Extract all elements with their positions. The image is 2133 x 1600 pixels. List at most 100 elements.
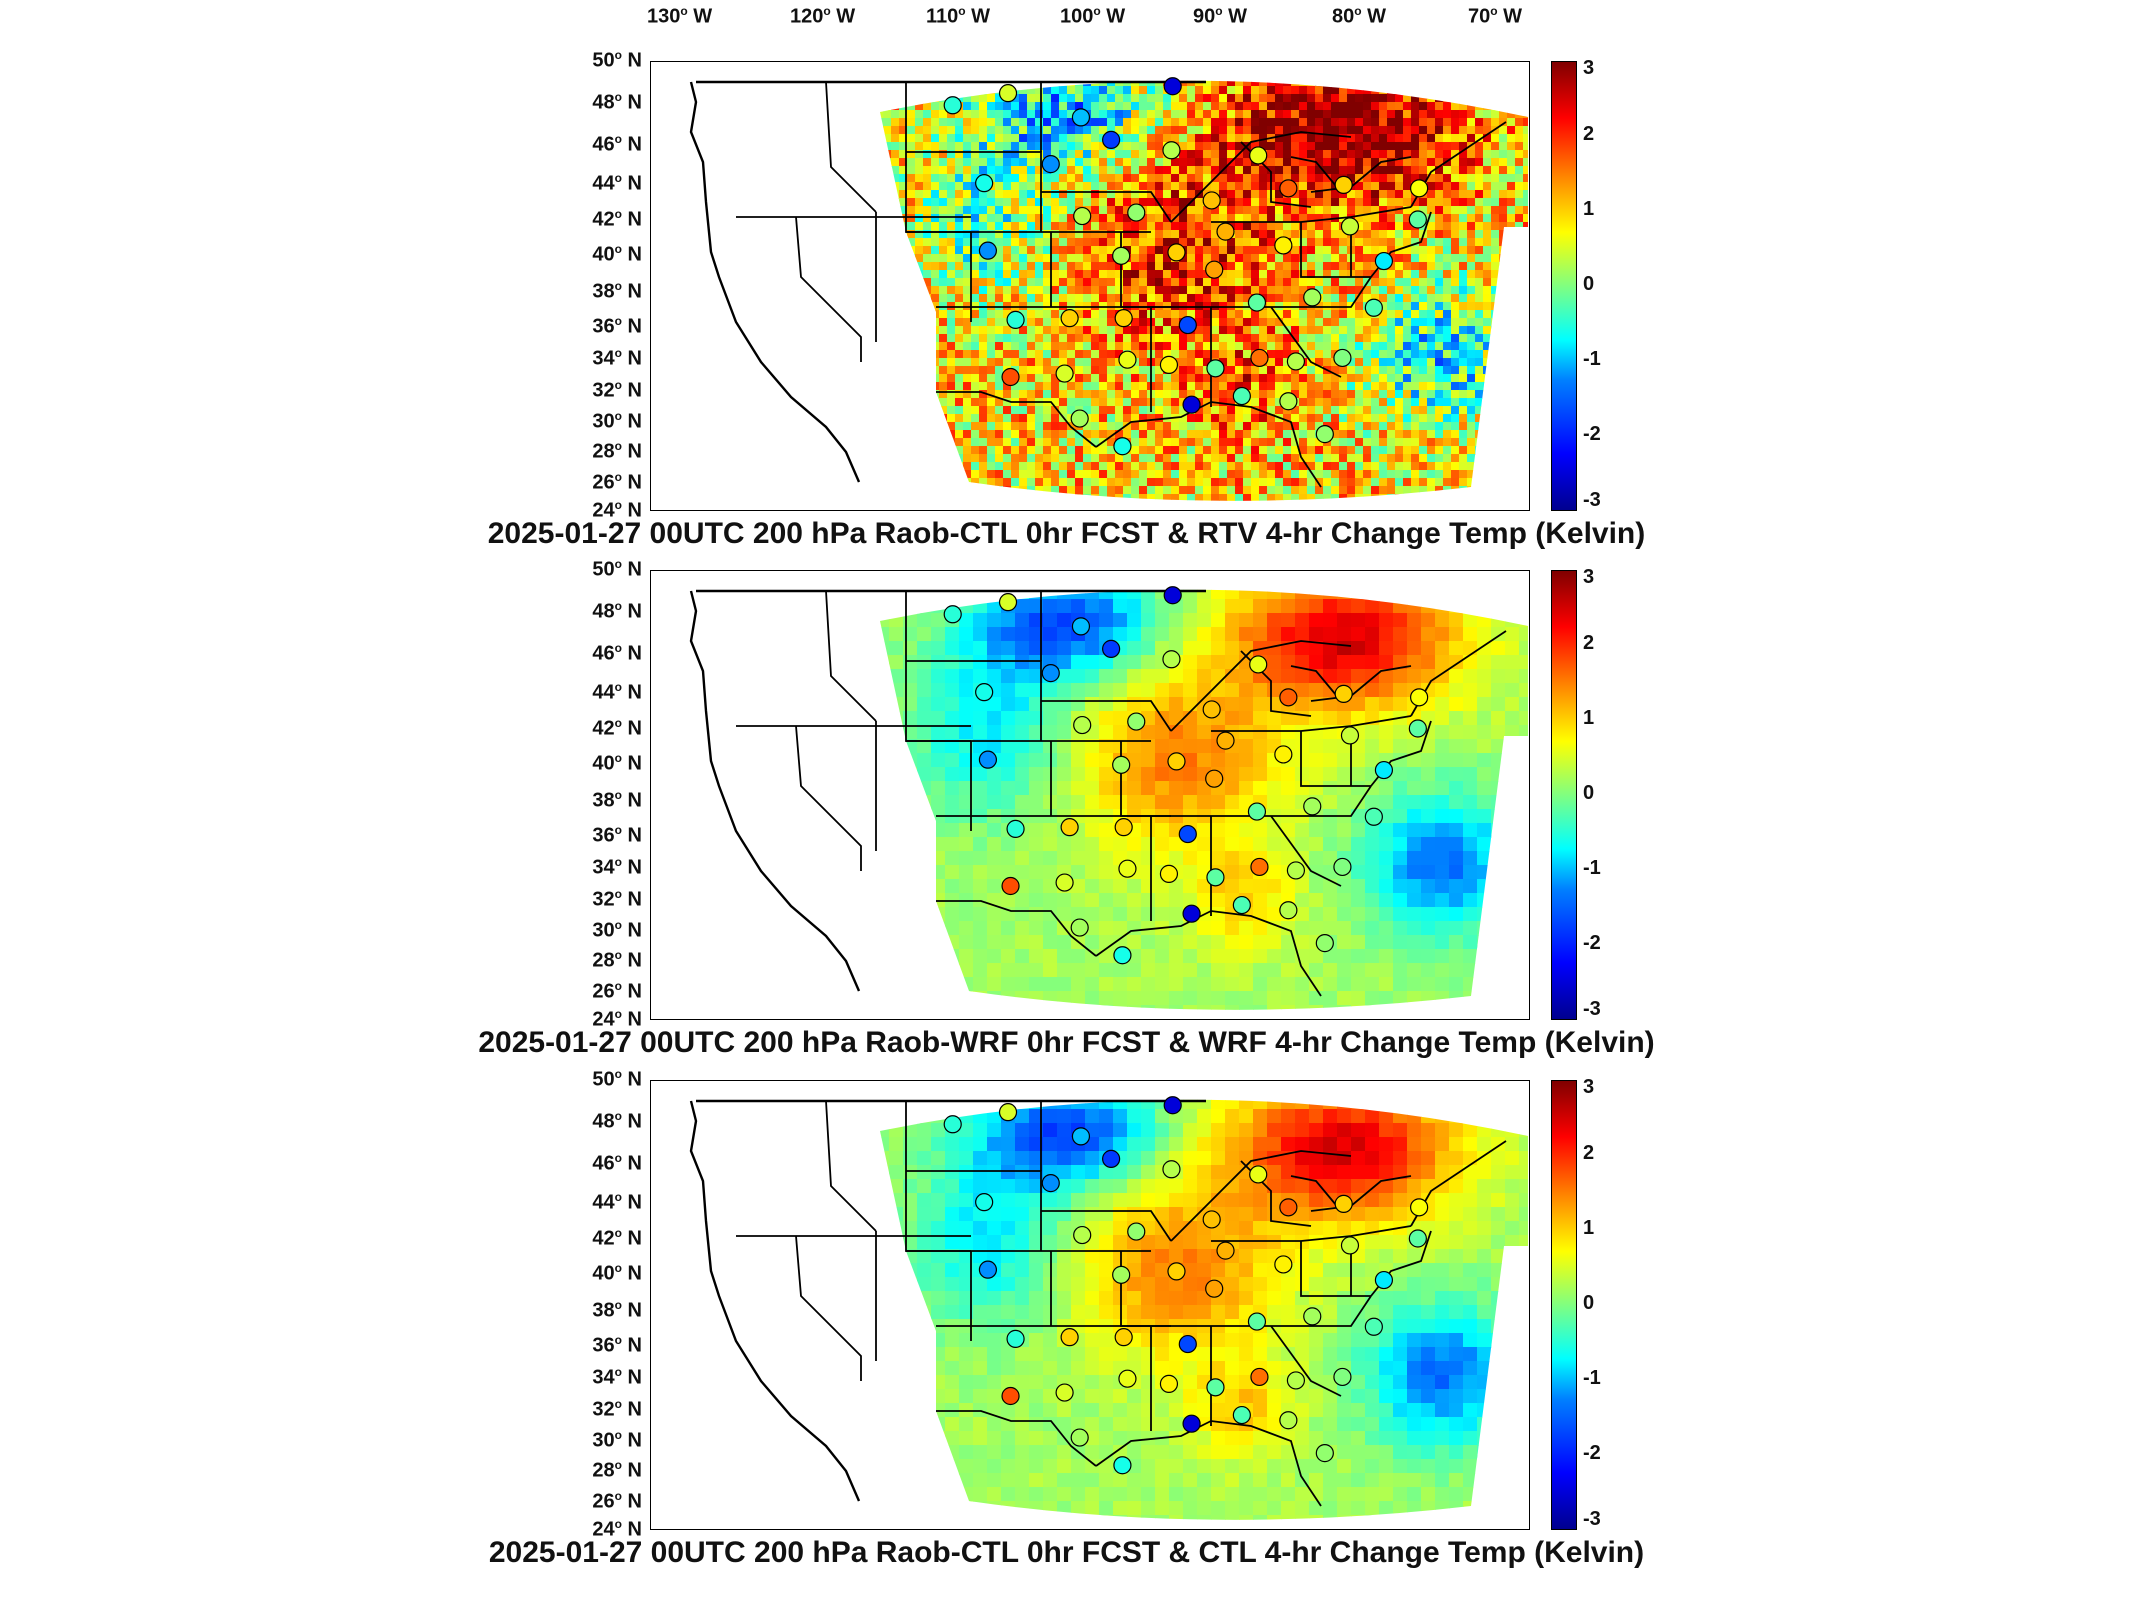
station-marker [1006, 310, 1025, 329]
station-marker [1041, 664, 1060, 683]
latitude-label: 38o N [592, 278, 642, 303]
station-marker [1127, 203, 1146, 222]
latitude-label: 24o N [592, 1007, 642, 1031]
station-marker [1182, 395, 1201, 414]
station-marker [1112, 1265, 1131, 1284]
station-marker [1114, 818, 1133, 837]
station-marker [1001, 1386, 1020, 1406]
station-marker [1070, 1428, 1089, 1447]
colorbar-tick-label: -3 [1583, 1508, 1601, 1530]
station-marker [1333, 857, 1352, 877]
latitude-label: 40o N [592, 751, 642, 776]
longitude-label: 70o W [1468, 4, 1523, 28]
station-marker [1073, 715, 1092, 735]
station-marker [1001, 367, 1020, 387]
panel-title-2: 2025-01-27 00UTC 200 hPa Raob-WRF 0hr FC… [478, 1026, 1655, 1059]
latitude-label: 42o N [592, 206, 642, 231]
colorbar-tick-label: -2 [1583, 932, 1601, 954]
station-marker [1071, 1127, 1091, 1146]
colorbar-tick-label: -3 [1583, 489, 1601, 511]
station-marker [1303, 797, 1322, 816]
map-boundary-line [1300, 731, 1371, 787]
station-marker [1279, 179, 1298, 198]
colorbar-tick-label: -2 [1583, 423, 1601, 445]
map-boundary-line [825, 1100, 877, 1232]
station-marker [1060, 309, 1079, 328]
station-marker [943, 605, 962, 624]
station-marker [998, 84, 1018, 103]
latitude-label: 26o N [592, 1488, 642, 1513]
station-marker [1247, 802, 1267, 821]
station-marker [1279, 901, 1298, 920]
station-marker [1216, 731, 1235, 750]
latitude-label: 34o N [592, 346, 642, 370]
station-marker [1127, 712, 1146, 731]
map-boundary-line [689, 1100, 861, 1502]
station-marker [1250, 857, 1269, 877]
map-boundary-line [1170, 131, 1352, 223]
station-marker [1247, 1312, 1267, 1331]
latitude-label: 44o N [592, 680, 642, 704]
latitude-label: 50o N [592, 557, 642, 581]
station-marker [1202, 1210, 1221, 1229]
map-panel-2 [650, 570, 1530, 1020]
colorbar-tick-label: 0 [1583, 1292, 1595, 1314]
panel-title-3: 2025-01-27 00UTC 200 hPa Raob-CTL 0hr FC… [488, 1536, 1645, 1569]
colorbar-3 [1551, 1080, 1577, 1530]
map-boundary-line [1290, 156, 1342, 193]
station-marker [1113, 1456, 1132, 1475]
latitude-label: 24o N [592, 1517, 642, 1541]
map-boundary-line [1310, 1175, 1412, 1212]
map-boundary-line [795, 216, 862, 362]
latitude-label: 32o N [592, 1397, 642, 1421]
latitude-label: 44o N [592, 171, 642, 195]
station-marker [1315, 934, 1334, 953]
station-marker [1408, 719, 1427, 738]
station-marker [1113, 946, 1132, 965]
station-marker [1286, 1371, 1306, 1390]
map-boundary-line [1270, 1325, 1342, 1397]
latitude-label: 48o N [592, 90, 642, 114]
station-marker [1118, 1369, 1137, 1388]
station-marker [1279, 1198, 1298, 1217]
station-marker [943, 96, 962, 115]
colorbar-1 [1551, 61, 1577, 511]
station-marker [1114, 309, 1133, 328]
station-marker [1279, 392, 1298, 411]
colorbar-tick-label: 3 [1583, 566, 1595, 588]
station-marker [1055, 364, 1074, 383]
station-marker [978, 241, 998, 260]
colorbar-tick-label: 3 [1583, 1076, 1595, 1098]
latitude-label: 30o N [592, 408, 642, 433]
map-boundary-line [689, 590, 861, 992]
station-marker [998, 1103, 1018, 1122]
colorbar-tick-label: -1 [1583, 857, 1601, 879]
station-marker [1182, 1414, 1201, 1433]
colorbar-tick-label: 2 [1583, 1142, 1595, 1164]
map-boundary-line [1041, 1210, 1172, 1242]
station-marker [1163, 1096, 1182, 1115]
station-marker [1167, 752, 1186, 771]
station-marker [1340, 217, 1360, 236]
station-marker [1102, 1149, 1121, 1168]
station-marker [1167, 1262, 1186, 1281]
map-boundary-line [1095, 1420, 1322, 1507]
latitude-label: 26o N [592, 469, 642, 494]
station-marker [1206, 1378, 1225, 1397]
latitude-label: 28o N [592, 439, 642, 463]
longitude-label: 100o W [1060, 4, 1126, 28]
colorbar-tick-label: 0 [1583, 273, 1595, 295]
station-marker [1060, 1328, 1079, 1347]
station-marker [1286, 861, 1306, 880]
station-marker [1216, 222, 1235, 241]
station-marker [1410, 688, 1429, 707]
station-marker [1315, 425, 1334, 444]
map-boundary-line [1310, 156, 1412, 193]
station-marker [1340, 726, 1360, 745]
colorbar-tick-label: 0 [1583, 782, 1595, 804]
station-marker [1112, 246, 1131, 265]
station-marker [1055, 873, 1074, 892]
station-marker [1286, 352, 1306, 371]
station-marker [1250, 1367, 1269, 1387]
longitude-label: 80o W [1332, 4, 1387, 28]
